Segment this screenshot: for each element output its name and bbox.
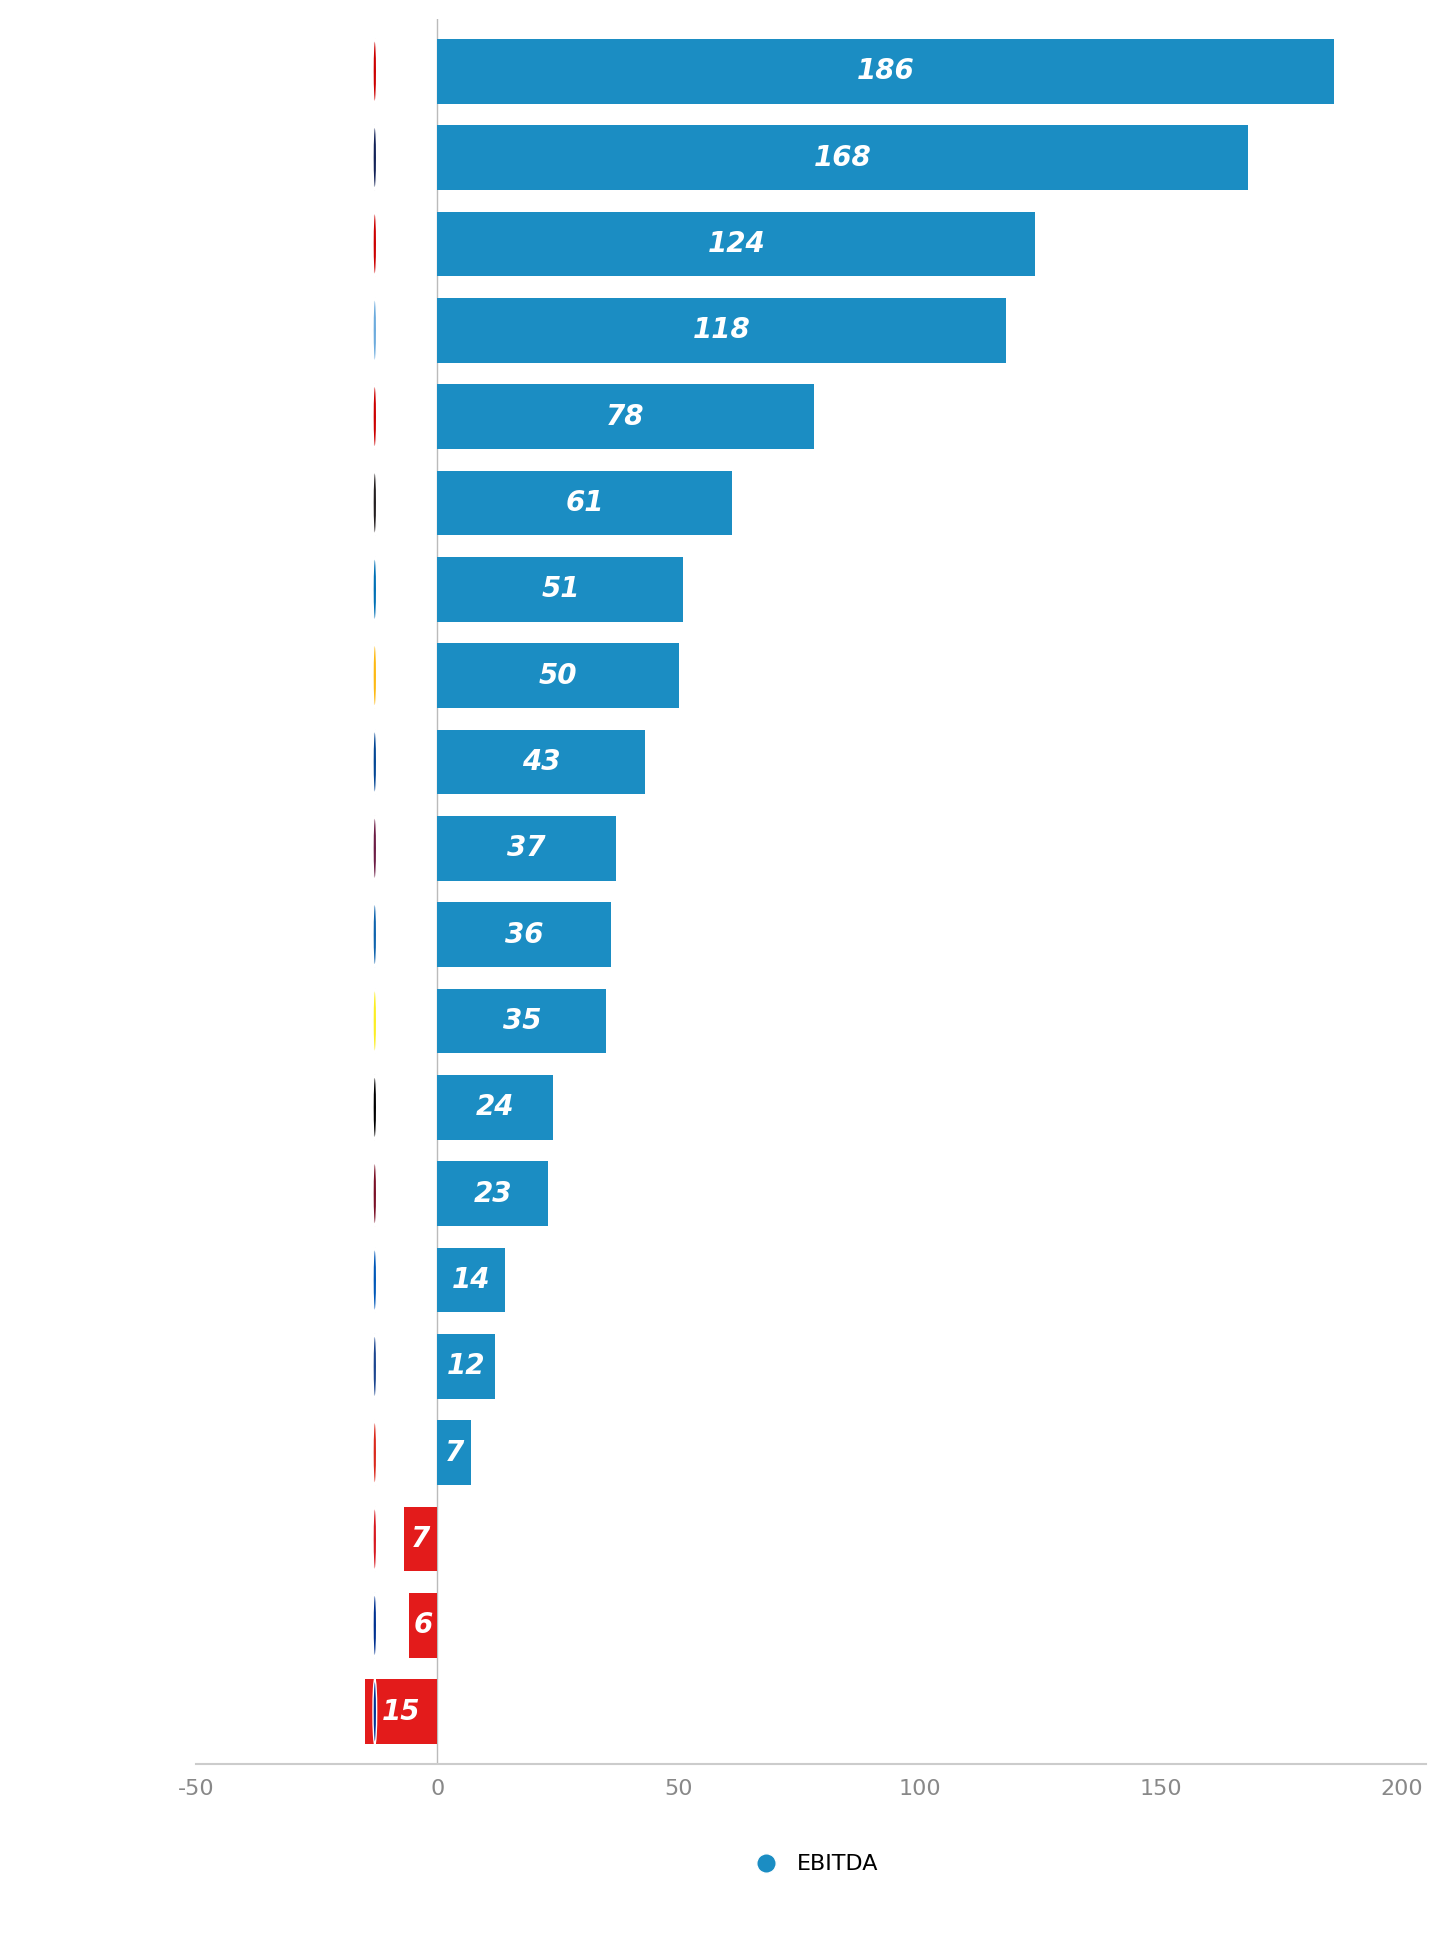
Text: 43: 43: [522, 748, 560, 775]
Circle shape: [372, 1248, 377, 1312]
Text: 14: 14: [453, 1266, 490, 1295]
Circle shape: [372, 816, 377, 882]
Bar: [438, 126, 1247, 190]
Text: 78: 78: [607, 403, 645, 430]
Circle shape: [372, 1593, 377, 1659]
Circle shape: [372, 297, 377, 362]
Legend: EBITDA: EBITDA: [735, 1845, 888, 1884]
Bar: [438, 1076, 553, 1140]
Bar: [438, 1248, 505, 1312]
Circle shape: [372, 1161, 377, 1227]
Circle shape: [372, 729, 377, 795]
Circle shape: [372, 1678, 377, 1744]
Circle shape: [372, 643, 377, 709]
Text: 50: 50: [538, 661, 578, 690]
Circle shape: [372, 988, 377, 1054]
Text: 24: 24: [476, 1093, 515, 1122]
Bar: [438, 384, 813, 450]
Bar: [438, 556, 684, 622]
Bar: [438, 471, 732, 535]
Text: 51: 51: [541, 576, 579, 603]
Circle shape: [372, 1421, 377, 1486]
Text: 23: 23: [474, 1180, 512, 1207]
Bar: [438, 298, 1007, 362]
Text: 36: 36: [505, 921, 544, 950]
Bar: [438, 816, 615, 880]
Bar: [438, 988, 607, 1054]
Text: 15: 15: [383, 1698, 420, 1725]
Text: 7: 7: [445, 1438, 464, 1467]
Circle shape: [372, 39, 377, 105]
Circle shape: [372, 124, 377, 190]
Text: 124: 124: [707, 231, 765, 258]
Text: 118: 118: [693, 316, 751, 345]
Bar: [438, 729, 645, 795]
Text: 168: 168: [813, 143, 872, 172]
Bar: [438, 1421, 471, 1485]
Text: 61: 61: [566, 488, 604, 517]
Text: 186: 186: [857, 58, 915, 85]
Text: 7: 7: [410, 1525, 431, 1552]
Circle shape: [372, 471, 377, 535]
Text: 6: 6: [413, 1610, 432, 1640]
Bar: [365, 1680, 438, 1744]
Bar: [438, 1333, 495, 1399]
Text: 37: 37: [508, 833, 546, 862]
Bar: [438, 903, 611, 967]
Bar: [438, 39, 1334, 103]
Bar: [409, 1593, 438, 1657]
Circle shape: [372, 901, 377, 967]
Circle shape: [372, 1074, 377, 1140]
Circle shape: [372, 1333, 377, 1399]
Text: 35: 35: [502, 1008, 541, 1035]
Circle shape: [372, 384, 377, 450]
Text: 12: 12: [447, 1353, 486, 1380]
Circle shape: [372, 556, 377, 622]
Bar: [403, 1506, 438, 1572]
Circle shape: [372, 1506, 377, 1572]
Bar: [438, 643, 678, 707]
Circle shape: [372, 211, 377, 277]
Bar: [438, 1161, 549, 1227]
Bar: [438, 211, 1036, 277]
